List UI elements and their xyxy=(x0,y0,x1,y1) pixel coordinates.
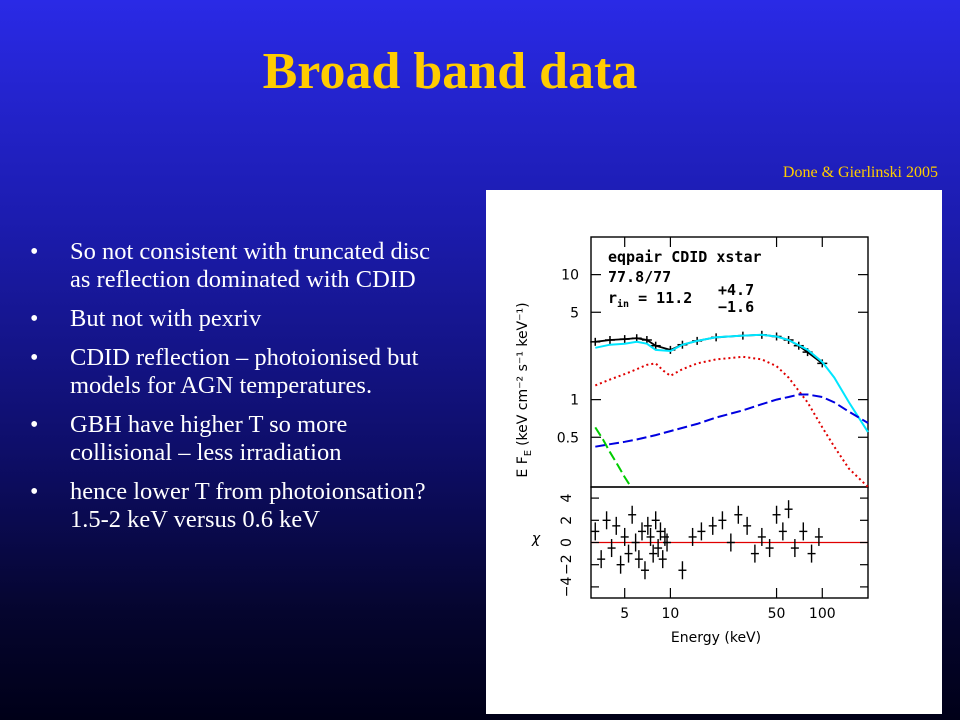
residual-y-tick-label: −4 xyxy=(559,576,575,597)
x-tick-label: 5 xyxy=(620,606,629,622)
residual-y-tick-label: 4 xyxy=(559,494,575,503)
citation: Done & Gierlinski 2005 xyxy=(782,164,938,181)
fit-model-label: eqpair CDID xstar xyxy=(608,248,762,266)
bullet-list: So not consistent with truncated disc as… xyxy=(30,238,450,545)
y-tick-label: 5 xyxy=(570,305,579,321)
residual-y-tick-label: 2 xyxy=(559,516,575,525)
slide-title: Broad band data xyxy=(262,43,638,100)
residual-y-tick-label: −2 xyxy=(559,554,575,575)
fit-statistic-label: 77.8/77 xyxy=(608,268,671,286)
bullet-item: So not consistent with truncated disc as… xyxy=(30,238,450,294)
x-axis-label: Energy (keV) xyxy=(671,630,761,646)
x-tick-label: 100 xyxy=(809,606,836,622)
spectrum-series-2 xyxy=(594,355,869,488)
bullet-item: GBH have higher T so more collisional – … xyxy=(30,411,450,467)
y-tick-label: 10 xyxy=(561,268,579,284)
rin-error-up: +4.7 xyxy=(718,281,754,299)
x-tick-label: 50 xyxy=(768,606,786,622)
bullet-item: But not with pexriv xyxy=(30,305,450,333)
residual-y-tick-label: 0 xyxy=(559,538,575,547)
x-tick-label: 10 xyxy=(661,606,679,622)
spectrum-series-1 xyxy=(595,333,869,433)
rin-label: rin = 11.2 xyxy=(608,289,692,310)
bullet-item: hence lower T from photoionsation? 1.5-2… xyxy=(30,478,450,534)
spectrum-series-3 xyxy=(595,393,869,448)
y-tick-label: 0.5 xyxy=(557,430,579,446)
bullet-item: CDID reflection – photoionised but model… xyxy=(30,344,450,400)
spectrum-chart: E FE(keV cm⁻² s⁻¹ keV⁻¹) eqpair CDID xst… xyxy=(515,236,869,646)
rin-error-down: −1.6 xyxy=(718,298,754,316)
y-axis-label: E FE(keV cm⁻² s⁻¹ keV⁻¹) xyxy=(515,302,534,477)
spectrum-series-4 xyxy=(594,426,632,488)
residual-axis-label: χ xyxy=(531,531,541,547)
y-tick-label: 1 xyxy=(570,393,579,409)
spectrum-figure: E FE(keV cm⁻² s⁻¹ keV⁻¹) eqpair CDID xst… xyxy=(486,190,942,714)
